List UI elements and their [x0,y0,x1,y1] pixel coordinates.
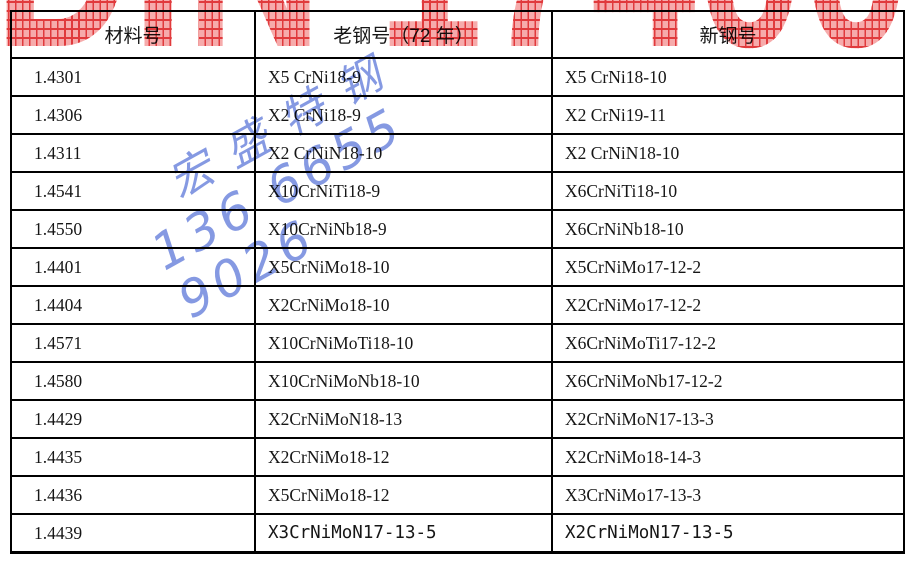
cell-new-grade: X6CrNiTi18-10 [551,171,905,211]
cell-new-grade: X2 CrNi19-11 [551,95,905,135]
cell-material-no: 1.4550 [10,209,256,249]
cell-material-no: 1.4436 [10,475,256,515]
table-row: 1.4550 X10CrNiNb18-9 X6CrNiNb18-10 [10,209,905,249]
cell-new-grade: X6CrNiNb18-10 [551,209,905,249]
cell-new-grade: X6CrNiMoNb17-12-2 [551,361,905,401]
header-material-no: 材料号 [10,10,256,59]
cell-old-grade: X3CrNiMoN17-13-5 [254,513,553,554]
cell-new-grade: X5 CrNi18-10 [551,57,905,97]
table-row: 1.4429 X2CrNiMoN18-13 X2CrNiMoN17-13-3 [10,399,905,439]
cell-new-grade: X2CrNiMo17-12-2 [551,285,905,325]
table-row: 1.4439 X3CrNiMoN17-13-5 X2CrNiMoN17-13-5 [10,513,905,554]
cell-material-no: 1.4404 [10,285,256,325]
cell-new-grade: X3CrNiMo17-13-3 [551,475,905,515]
header-row: 材料号 老钢号（72 年） 新钢号 [10,10,905,59]
cell-material-no: 1.4429 [10,399,256,439]
table-row: 1.4306 X2 CrNi18-9 X2 CrNi19-11 [10,95,905,135]
cell-material-no: 1.4401 [10,247,256,287]
cell-material-no: 1.4301 [10,57,256,97]
table-row: 1.4541 X10CrNiTi18-9 X6CrNiTi18-10 [10,171,905,211]
header-old-grade: 老钢号（72 年） [254,10,553,59]
cell-old-grade: X2 CrNiN18-10 [254,133,553,173]
cell-old-grade: X10CrNiMoTi18-10 [254,323,553,363]
cell-old-grade: X10CrNiMoNb18-10 [254,361,553,401]
cell-old-grade: X5 CrNi18-9 [254,57,553,97]
table-row: 1.4580 X10CrNiMoNb18-10 X6CrNiMoNb17-12-… [10,361,905,401]
table-row: 1.4571 X10CrNiMoTi18-10 X6CrNiMoTi17-12-… [10,323,905,363]
cell-new-grade: X6CrNiMoTi17-12-2 [551,323,905,363]
cell-material-no: 1.4571 [10,323,256,363]
cell-material-no: 1.4311 [10,133,256,173]
cell-new-grade: X2 CrNiN18-10 [551,133,905,173]
cell-new-grade: X2CrNiMoN17-13-3 [551,399,905,439]
cell-material-no: 1.4580 [10,361,256,401]
cell-old-grade: X2CrNiMoN18-13 [254,399,553,439]
steel-grade-table: 材料号 老钢号（72 年） 新钢号 1.4301 X5 CrNi18-9 X5 … [10,10,905,554]
table-row: 1.4301 X5 CrNi18-9 X5 CrNi18-10 [10,57,905,97]
table-row: 1.4436 X5CrNiMo18-12 X3CrNiMo17-13-3 [10,475,905,515]
cell-new-grade: X2CrNiMoN17-13-5 [551,513,905,554]
cell-material-no: 1.4435 [10,437,256,477]
cell-old-grade: X2 CrNi18-9 [254,95,553,135]
cell-material-no: 1.4439 [10,513,256,554]
cell-material-no: 1.4541 [10,171,256,211]
cell-old-grade: X10CrNiNb18-9 [254,209,553,249]
header-new-grade: 新钢号 [551,10,905,59]
cell-old-grade: X2CrNiMo18-10 [254,285,553,325]
table-row: 1.4435 X2CrNiMo18-12 X2CrNiMo18-14-3 [10,437,905,477]
cell-new-grade: X5CrNiMo17-12-2 [551,247,905,287]
table-row: 1.4401 X5CrNiMo18-10 X5CrNiMo17-12-2 [10,247,905,287]
cell-old-grade: X5CrNiMo18-12 [254,475,553,515]
cell-new-grade: X2CrNiMo18-14-3 [551,437,905,477]
cell-old-grade: X5CrNiMo18-10 [254,247,553,287]
table-row: 1.4311 X2 CrNiN18-10 X2 CrNiN18-10 [10,133,905,173]
cell-old-grade: X2CrNiMo18-12 [254,437,553,477]
table-row: 1.4404 X2CrNiMo18-10 X2CrNiMo17-12-2 [10,285,905,325]
cell-material-no: 1.4306 [10,95,256,135]
cell-old-grade: X10CrNiTi18-9 [254,171,553,211]
